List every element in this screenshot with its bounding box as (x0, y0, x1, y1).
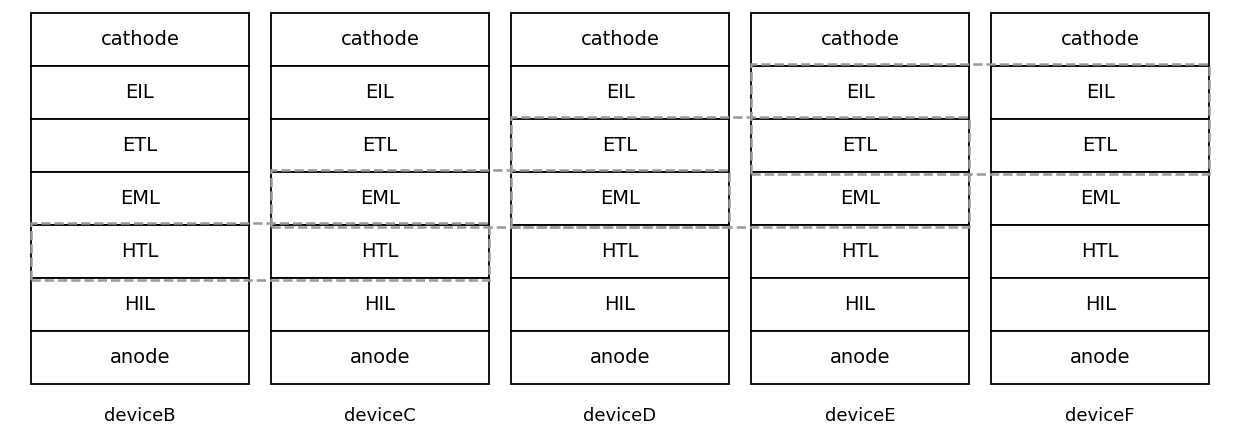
Text: EML: EML (1080, 189, 1120, 208)
Bar (272, 278, 489, 331)
Bar (751, 119, 968, 172)
Bar (751, 66, 968, 119)
Text: cathode: cathode (580, 30, 660, 49)
Bar (511, 13, 729, 66)
Text: cathode: cathode (821, 30, 899, 49)
Text: ETL: ETL (842, 136, 878, 155)
Text: deviceB: deviceB (104, 407, 176, 425)
Bar (991, 66, 1209, 119)
Text: cathode: cathode (1060, 30, 1140, 49)
Text: EIL: EIL (125, 83, 154, 102)
Text: HTL: HTL (361, 242, 398, 261)
Bar (31, 119, 249, 172)
Text: HTL: HTL (601, 242, 639, 261)
Bar (991, 225, 1209, 278)
Text: EML: EML (841, 189, 880, 208)
Bar (751, 172, 968, 225)
Bar (991, 278, 1209, 331)
Bar (511, 225, 729, 278)
Text: deviceF: deviceF (1065, 407, 1135, 425)
Bar (272, 331, 489, 384)
Text: anode: anode (109, 347, 170, 367)
Text: EML: EML (120, 189, 160, 208)
Text: HTL: HTL (122, 242, 159, 261)
Bar (272, 13, 489, 66)
Bar (31, 331, 249, 384)
Text: HTL: HTL (842, 242, 879, 261)
Text: EML: EML (600, 189, 640, 208)
Text: deviceD: deviceD (584, 407, 656, 425)
Text: EML: EML (360, 189, 399, 208)
Text: HIL: HIL (605, 295, 635, 314)
Bar (511, 119, 729, 172)
Text: EIL: EIL (605, 83, 635, 102)
Bar (991, 331, 1209, 384)
Text: EIL: EIL (846, 83, 874, 102)
Bar (31, 13, 249, 66)
Bar (31, 66, 249, 119)
Text: cathode: cathode (341, 30, 419, 49)
Text: ETL: ETL (123, 136, 157, 155)
Text: HIL: HIL (1085, 295, 1116, 314)
Bar (511, 278, 729, 331)
Text: cathode: cathode (100, 30, 180, 49)
Text: HIL: HIL (124, 295, 155, 314)
Bar (751, 64, 1209, 174)
Text: HIL: HIL (365, 295, 396, 314)
Text: EIL: EIL (1086, 83, 1115, 102)
Bar (751, 331, 968, 384)
Text: HTL: HTL (1081, 242, 1118, 261)
Text: deviceE: deviceE (825, 407, 895, 425)
Bar (511, 331, 729, 384)
Bar (511, 172, 729, 225)
Text: deviceC: deviceC (343, 407, 415, 425)
Bar (511, 66, 729, 119)
Bar (272, 66, 489, 119)
Bar (751, 13, 968, 66)
Text: ETL: ETL (362, 136, 398, 155)
Text: anode: anode (590, 347, 650, 367)
Text: ETL: ETL (1083, 136, 1117, 155)
Bar (751, 225, 968, 278)
Text: ETL: ETL (603, 136, 637, 155)
Bar (31, 278, 249, 331)
Bar (31, 225, 249, 278)
Bar (991, 172, 1209, 225)
Text: HIL: HIL (844, 295, 875, 314)
Text: anode: anode (1070, 347, 1131, 367)
Text: anode: anode (350, 347, 410, 367)
Bar (991, 119, 1209, 172)
Text: EIL: EIL (366, 83, 394, 102)
Bar (751, 278, 968, 331)
Bar (31, 223, 489, 279)
Bar (511, 117, 968, 227)
Bar (272, 225, 489, 278)
Text: anode: anode (830, 347, 890, 367)
Bar (272, 119, 489, 172)
Bar (991, 13, 1209, 66)
Bar (272, 170, 729, 227)
Bar (31, 172, 249, 225)
Bar (272, 172, 489, 225)
